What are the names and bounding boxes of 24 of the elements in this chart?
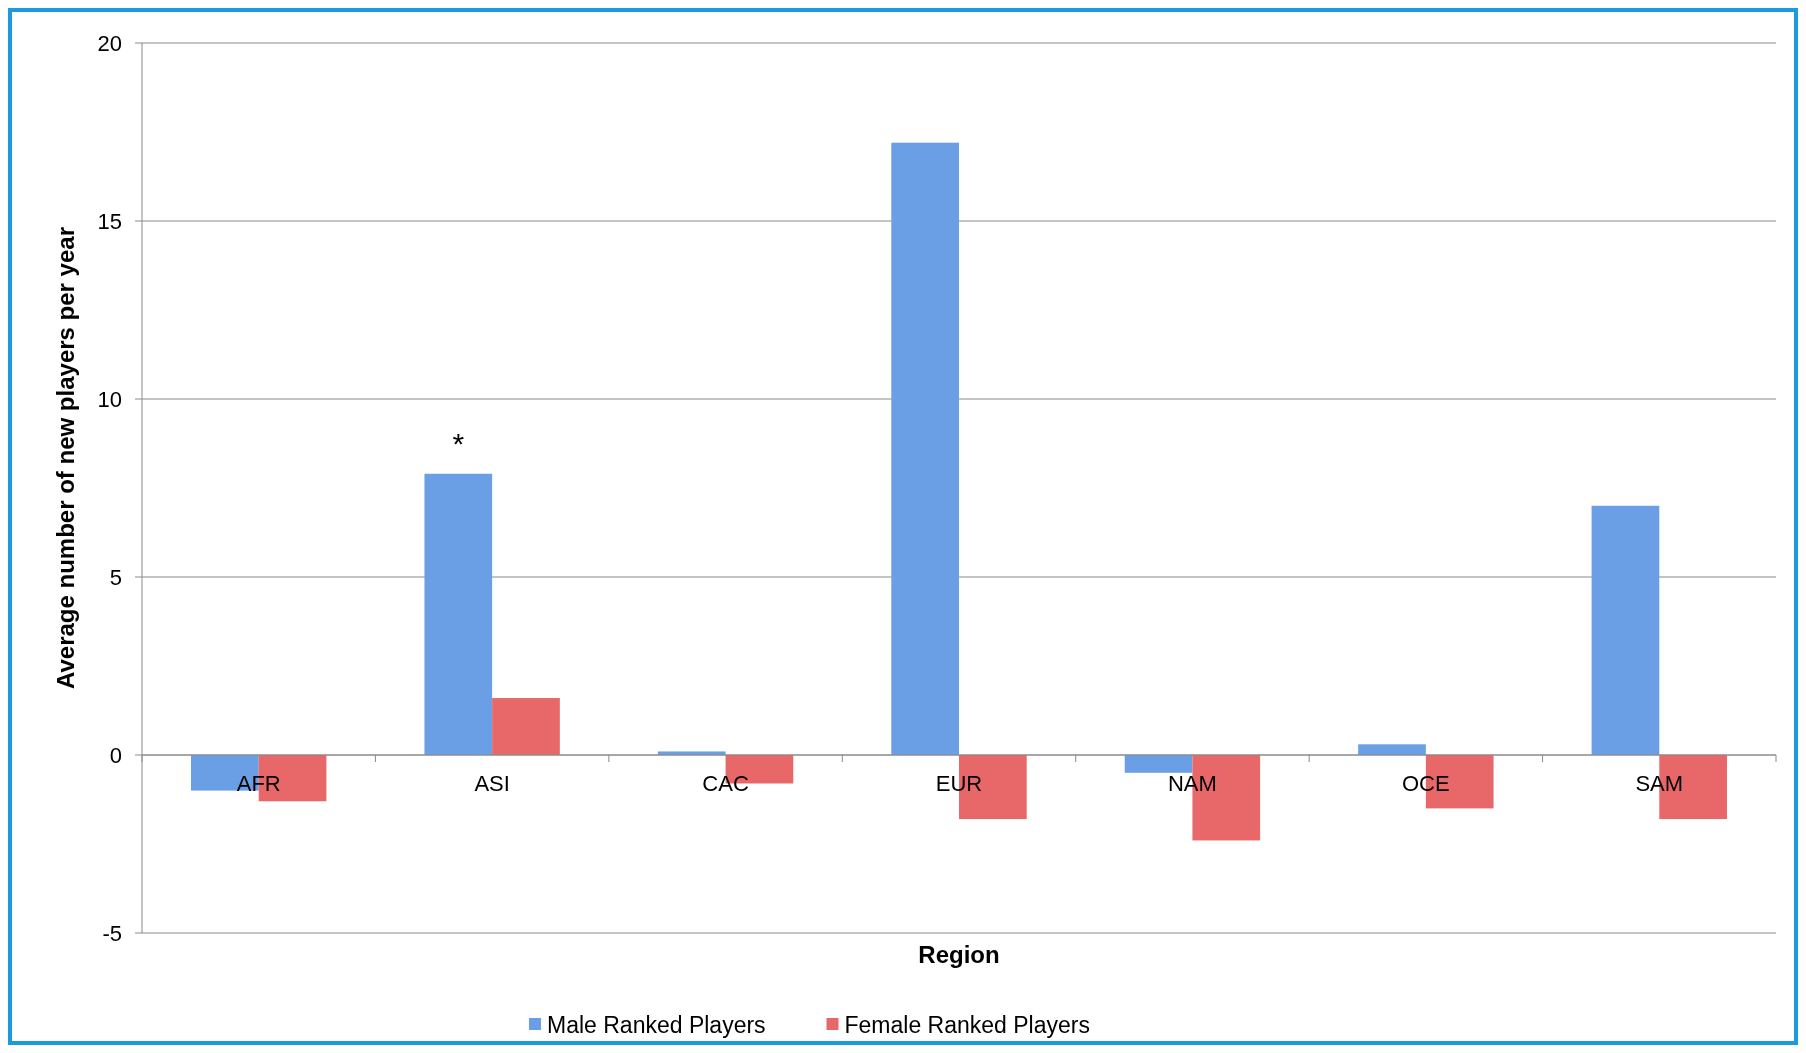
- y-tick-label: 5: [109, 564, 122, 590]
- y-axis-title: Average number of new players per year: [52, 227, 79, 689]
- x-tick-label: NAM: [1167, 771, 1217, 796]
- legend-label: Female Ranked Players: [844, 1012, 1090, 1039]
- x-tick-label: ASI: [474, 771, 510, 796]
- x-tick-label: AFR: [236, 771, 281, 796]
- y-tick-label: -5: [102, 920, 122, 946]
- y-tick-label: 15: [97, 208, 122, 234]
- bar: [1124, 755, 1193, 773]
- x-tick-label: CAC: [702, 771, 749, 796]
- x-tick-label: SAM: [1635, 771, 1684, 796]
- bar: [1358, 744, 1426, 755]
- y-tick-label: 0: [109, 742, 122, 768]
- y-tick-label: 10: [97, 386, 122, 412]
- y-tick-label: 20: [97, 30, 122, 56]
- bar: [891, 142, 959, 755]
- bar: [1591, 505, 1660, 755]
- x-tick-label: OCE: [1402, 771, 1450, 796]
- legend-label: Male Ranked Players: [547, 1012, 766, 1039]
- bar: [492, 698, 560, 755]
- annotation: *: [452, 426, 465, 460]
- x-tick-label: EUR: [935, 771, 983, 796]
- bar: [424, 473, 493, 755]
- x-axis-title: Region: [918, 941, 1000, 968]
